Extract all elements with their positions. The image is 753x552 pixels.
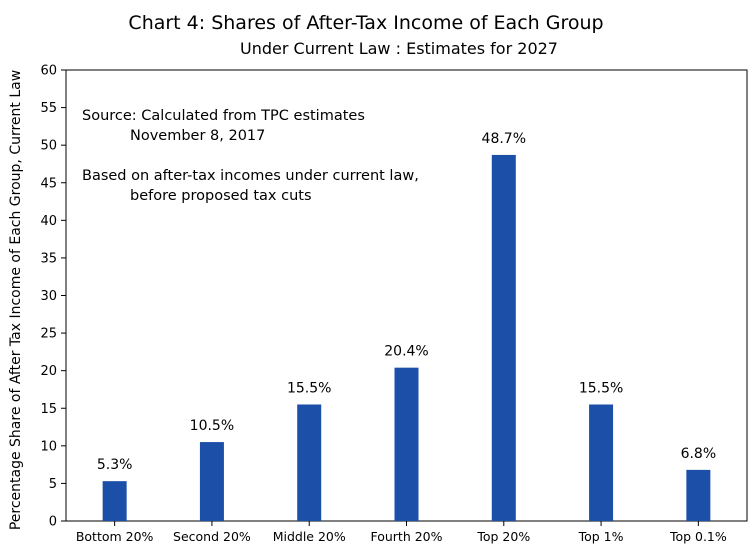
x-tick-label: Second 20% <box>173 529 251 544</box>
y-axis-label: Percentage Share of After Tax Income of … <box>8 70 24 530</box>
x-tick-label: Middle 20% <box>273 529 346 544</box>
y-tick-label: 20 <box>40 364 57 379</box>
y-tick-label: 10 <box>40 439 57 454</box>
data-labels: 5.3% 10.5% 15.5% 20.4% 48.7% 15.5% 6.8% <box>97 131 716 473</box>
bar-data-label: 48.7% <box>482 131 526 147</box>
y-tick-label: 60 <box>40 64 57 79</box>
note-annotation-line1: Based on after-tax incomes under current… <box>82 168 419 184</box>
bar <box>394 367 419 521</box>
bar-data-label: 5.3% <box>97 457 133 473</box>
y-tick-label: 0 <box>49 515 57 530</box>
y-tick-label: 5 <box>49 477 57 492</box>
bar <box>491 154 516 521</box>
bar-data-label: 20.4% <box>384 344 428 360</box>
x-tick-label: Bottom 20% <box>76 529 154 544</box>
bar-data-label: 6.8% <box>681 446 717 462</box>
y-tick-label: 35 <box>40 251 57 266</box>
bar-series <box>102 154 711 521</box>
y-axis: 0 5 10 15 20 25 30 35 40 45 50 55 60 <box>40 64 66 530</box>
bar <box>686 469 711 521</box>
note-annotation-line2: before proposed tax cuts <box>130 188 312 204</box>
y-tick-label: 45 <box>40 176 57 191</box>
x-tick-label: Fourth 20% <box>370 529 442 544</box>
x-axis: Bottom 20% Second 20% Middle 20% Fourth 20%… <box>76 521 727 544</box>
y-tick-label: 25 <box>40 327 57 342</box>
bar-data-label: 15.5% <box>579 380 623 396</box>
source-annotation-line2: November 8, 2017 <box>130 128 265 144</box>
bar <box>589 404 614 521</box>
y-tick-label: 30 <box>40 289 57 304</box>
chart-subtitle: Under Current Law : Estimates for 2027 <box>240 39 558 58</box>
bar-data-label: 15.5% <box>287 380 331 396</box>
y-tick-label: 15 <box>40 402 57 417</box>
source-annotation-line1: Source: Calculated from TPC estimates <box>82 108 365 124</box>
y-tick-label: 40 <box>40 214 57 229</box>
bar-data-label: 10.5% <box>190 418 234 434</box>
x-tick-label: Top 0.1% <box>669 529 727 544</box>
y-tick-label: 55 <box>40 101 57 116</box>
bar <box>297 404 322 521</box>
chart-title: Chart 4: Shares of After-Tax Income of E… <box>128 12 603 34</box>
bar <box>199 442 224 521</box>
x-tick-label: Top 1% <box>578 529 624 544</box>
x-tick-label: Top 20% <box>476 529 530 544</box>
bar <box>102 481 127 521</box>
y-tick-label: 50 <box>40 139 57 154</box>
